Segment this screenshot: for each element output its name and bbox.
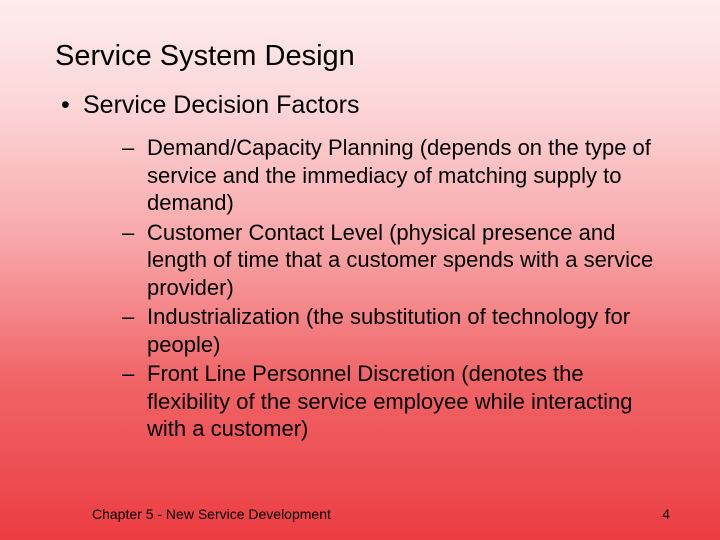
bullet-level1: Service Decision Factors — [83, 91, 665, 120]
bullet-level2-item: Front Line Personnel Discretion (denotes… — [147, 360, 655, 443]
footer-chapter: Chapter 5 - New Service Development — [92, 506, 331, 522]
bullet-level2-item: Customer Contact Level (physical presenc… — [147, 219, 655, 302]
bullet-level2-item: Industrialization (the substitution of t… — [147, 303, 655, 358]
slide-content: Service System Design Service Decision F… — [0, 0, 720, 443]
bullet-level2-item: Demand/Capacity Planning (depends on the… — [147, 134, 655, 217]
slide-title: Service System Design — [55, 40, 665, 73]
footer-page-number: 4 — [662, 506, 670, 522]
